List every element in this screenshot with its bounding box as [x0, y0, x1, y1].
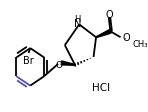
Text: Br: Br: [23, 55, 34, 65]
Text: O: O: [56, 61, 62, 70]
Text: O: O: [122, 33, 130, 43]
Text: O: O: [106, 9, 113, 19]
Polygon shape: [96, 30, 111, 38]
Polygon shape: [61, 61, 75, 66]
Text: N: N: [74, 19, 81, 29]
Text: HCl: HCl: [92, 82, 110, 92]
Text: CH₃: CH₃: [132, 39, 148, 48]
Text: H: H: [74, 15, 81, 24]
